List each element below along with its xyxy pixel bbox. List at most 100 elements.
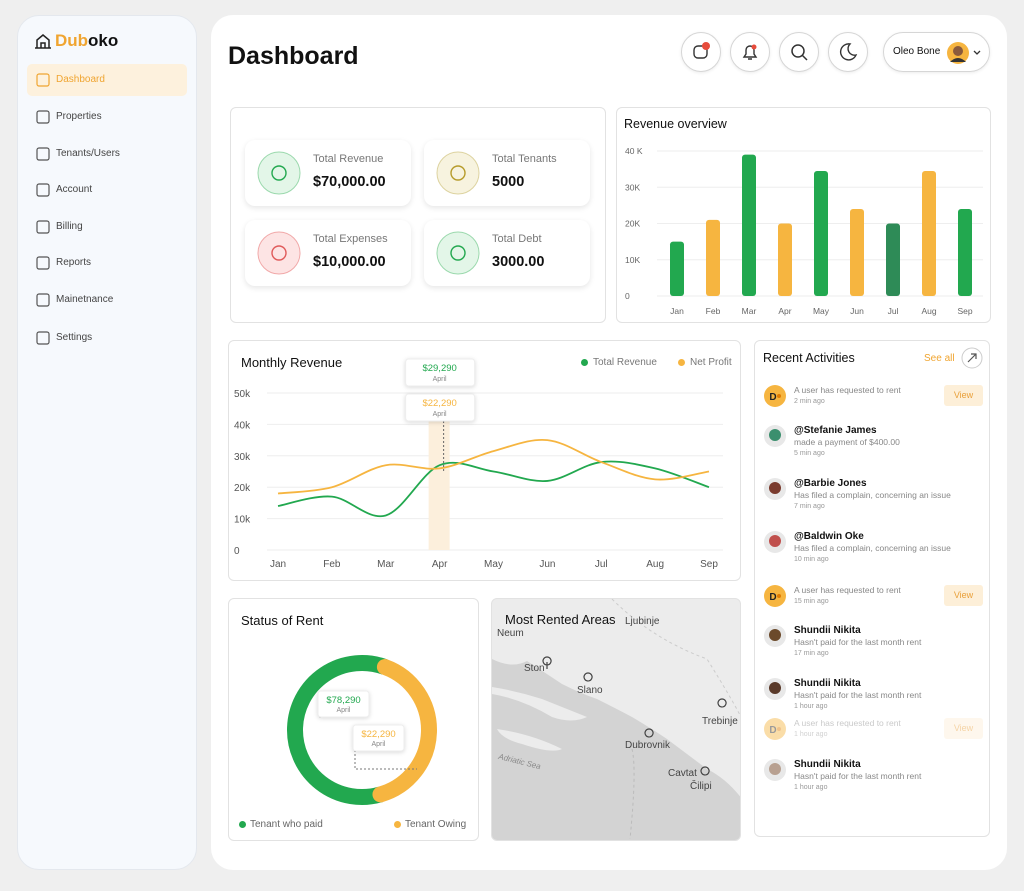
place-label: Trebinje: [702, 716, 738, 727]
y-tick-label: 10K: [625, 255, 640, 265]
bell-icon: [742, 44, 758, 60]
donut-segment: [287, 655, 388, 805]
place-label: Čilipi: [690, 781, 712, 792]
page-title: Dashboard: [228, 42, 359, 70]
stat-label: Total Revenue: [313, 153, 384, 165]
place-label: Neum: [497, 628, 524, 639]
x-tick-label: Mar: [377, 559, 395, 570]
activity-item: Shundii Nikita Hasn't paid for the last m…: [755, 623, 989, 663]
activity-time: 1 hour ago: [794, 703, 828, 710]
line-series: [277, 460, 710, 518]
nav-item[interactable]: Reports: [27, 247, 187, 279]
view-button[interactable]: View: [944, 385, 983, 406]
stat-icon-bg: [257, 231, 301, 275]
see-all-link[interactable]: See all: [924, 353, 955, 364]
avatar-face: [769, 535, 781, 547]
x-tick-label: Jun: [850, 306, 864, 316]
nav-item[interactable]: Tenants/Users: [27, 138, 187, 170]
nav-item[interactable]: Billing: [27, 211, 187, 243]
stat-tile: Total Expenses $10,000.00: [245, 220, 411, 286]
legend-swatch: [581, 359, 588, 366]
activity-text: A user has requested to rent: [794, 385, 901, 395]
activity-name: @Baldwin Oke: [794, 531, 864, 542]
activity-time: 2 min ago: [794, 398, 825, 405]
activity-text: Has filed a complain, concerning an issu…: [794, 490, 951, 500]
activity-item: D A user has requested to rent 1 hour ago V…: [755, 716, 989, 756]
stat-label: Total Debt: [492, 233, 542, 245]
nav-item[interactable]: Dashboard: [27, 64, 187, 96]
activity-item: Shundii Nikita Hasn't paid for the last m…: [755, 757, 989, 797]
nav-label: Billing: [56, 221, 83, 232]
y-tick-label: 30k: [234, 452, 251, 463]
activities-title: Recent Activities: [763, 351, 855, 365]
activity-item: D A user has requested to rent 15 min ago V…: [755, 583, 989, 623]
x-tick-label: Mar: [742, 306, 757, 316]
activity-name: @Stefanie James: [794, 425, 877, 436]
view-button[interactable]: View: [944, 718, 983, 739]
activity-avatar: [764, 425, 786, 447]
nav-label: Properties: [56, 111, 102, 122]
highlight-band: [428, 421, 450, 550]
avatar-face: [769, 482, 781, 494]
activity-text: made a payment of $400.00: [794, 437, 900, 447]
bar: [814, 170, 828, 296]
nav-item[interactable]: Settings: [27, 322, 187, 354]
search-button[interactable]: [779, 32, 819, 72]
bar: [706, 219, 720, 296]
avatar-face: [769, 682, 781, 694]
nav-icon-shape: [36, 220, 50, 234]
activity-time: 15 min ago: [794, 598, 829, 605]
bar: [742, 154, 756, 296]
nav-icon-shape: [36, 73, 50, 87]
activity-avatar: [764, 678, 786, 700]
nav-item[interactable]: Mainetnance: [27, 284, 187, 316]
place-label: Ljubinje: [625, 616, 660, 627]
tooltip-value: $22,290: [361, 729, 395, 740]
y-tick-label: 0: [625, 291, 630, 301]
theme-button[interactable]: [828, 32, 868, 72]
user-menu[interactable]: Oleo Bone: [883, 32, 990, 72]
nav-icon: [36, 293, 50, 307]
bar: [850, 209, 864, 296]
stat-tile: Total Tenants 5000: [424, 140, 590, 206]
x-tick-label: Apr: [778, 306, 791, 316]
stat-icon-glyph: [450, 245, 466, 261]
message-button[interactable]: [681, 32, 721, 72]
legend-label: Total Revenue: [593, 357, 657, 368]
activity-time: 10 min ago: [794, 556, 829, 563]
place-label: Slano: [577, 685, 603, 696]
y-tick-label: 30K: [625, 182, 640, 192]
activity-name: Shundii Nikita: [794, 625, 861, 636]
stat-value: $70,000.00: [313, 174, 386, 190]
x-tick-label: Jan: [670, 306, 684, 316]
brand-icon: [35, 34, 51, 49]
stat-tile: Total Revenue $70,000.00: [245, 140, 411, 206]
bar: [958, 209, 972, 296]
tooltip-sub: April: [433, 376, 447, 383]
y-tick-label: 40 K: [625, 146, 643, 156]
activity-avatar: [764, 759, 786, 781]
avatar-letter: D: [769, 725, 776, 736]
tooltip: $29,290 April: [405, 358, 476, 387]
brand: Duboko: [55, 31, 118, 51]
donut-segment: [372, 659, 437, 803]
notification-button[interactable]: [730, 32, 770, 72]
stat-icon-bg: [257, 151, 301, 195]
nav-item[interactable]: Properties: [27, 101, 187, 133]
avatar-bg: [764, 385, 786, 407]
nav-item[interactable]: Account: [27, 174, 187, 206]
bar: [886, 223, 900, 296]
nav-label: Dashboard: [56, 74, 105, 85]
avatar-dot: [777, 727, 781, 731]
nav-icon: [36, 183, 50, 197]
stat-icon: [257, 151, 301, 195]
avatar-face: [769, 429, 781, 441]
activity-time: 1 hour ago: [794, 731, 828, 738]
expand-button[interactable]: [961, 347, 983, 369]
tooltip-value: $29,290: [422, 363, 456, 374]
view-button[interactable]: View: [944, 585, 983, 606]
tooltip-sub: April: [433, 411, 447, 418]
stat-label: Total Tenants: [492, 153, 557, 165]
